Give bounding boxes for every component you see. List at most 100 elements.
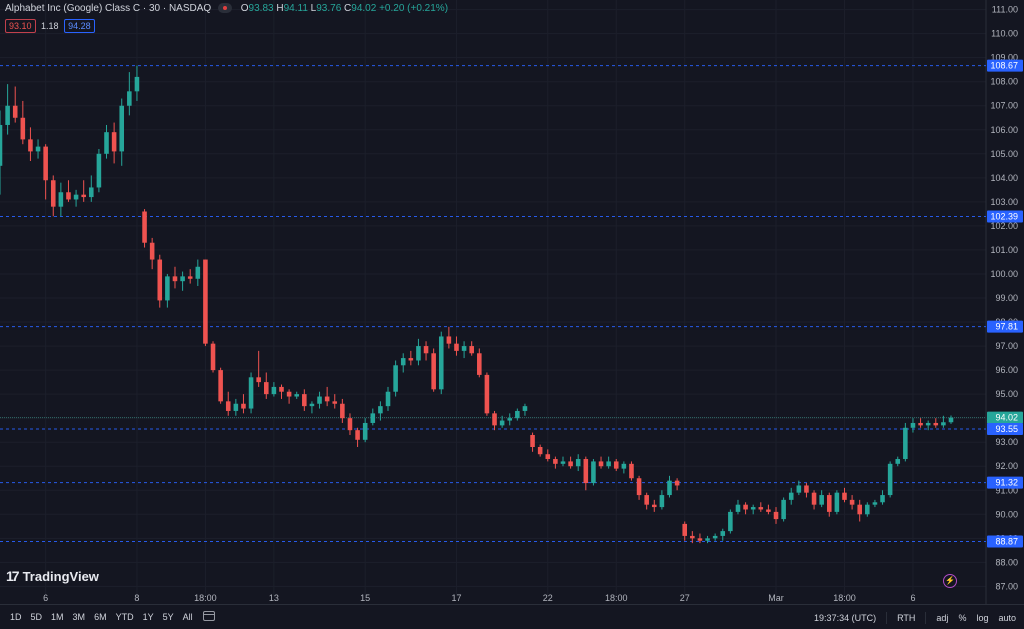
x-tick-label: 27 bbox=[680, 593, 690, 603]
low-value: 93.76 bbox=[316, 3, 342, 14]
ohlc-values: O93.83 H94.11 L93.76 C94.02 +0.20 (+0.21… bbox=[241, 3, 448, 14]
candle-body bbox=[20, 117, 26, 140]
visibility-toggle-icon[interactable] bbox=[217, 3, 232, 14]
x-tick-label: 6 bbox=[43, 593, 48, 603]
y-tick-label: 110.00 bbox=[991, 29, 1018, 39]
candle-body bbox=[294, 394, 299, 397]
candle-body bbox=[149, 242, 155, 260]
candle-body bbox=[28, 139, 33, 152]
calendar-icon[interactable] bbox=[203, 611, 215, 621]
candle-body bbox=[172, 276, 178, 282]
period-all[interactable]: All bbox=[182, 612, 193, 622]
y-tick-label: 108.00 bbox=[990, 77, 1018, 87]
candle-body bbox=[0, 124, 3, 166]
y-tick-label: 92.00 bbox=[995, 461, 1018, 471]
candle-body bbox=[438, 336, 444, 390]
period-1m[interactable]: 1M bbox=[51, 612, 64, 622]
auto-toggle[interactable]: auto bbox=[998, 613, 1016, 623]
candle-body bbox=[484, 374, 490, 414]
candle-body bbox=[674, 480, 680, 486]
tradingview-logo-text: TradingView bbox=[22, 568, 99, 584]
candle-body bbox=[553, 459, 558, 464]
candle-body bbox=[370, 413, 376, 423]
candle-body bbox=[362, 422, 368, 440]
candle-body bbox=[948, 417, 954, 423]
period-1d[interactable]: 1D bbox=[10, 612, 22, 622]
candle-body bbox=[378, 406, 383, 414]
candle-body bbox=[492, 413, 497, 426]
candle-body bbox=[743, 504, 748, 510]
candle-body bbox=[248, 377, 254, 409]
candle-body bbox=[766, 509, 771, 512]
period-3m[interactable]: 3M bbox=[72, 612, 86, 622]
candle-body bbox=[324, 396, 330, 402]
tradingview-logo[interactable]: 17 TradingView bbox=[6, 568, 99, 584]
candle-body bbox=[469, 346, 474, 354]
candle-body bbox=[606, 461, 611, 467]
candle-body bbox=[5, 105, 10, 125]
candle-body bbox=[454, 343, 459, 351]
session-rth[interactable]: RTH bbox=[897, 613, 916, 623]
y-tick-label: 99.00 bbox=[995, 293, 1018, 303]
candle-body bbox=[35, 146, 41, 152]
candle-body bbox=[659, 495, 665, 508]
y-tick-label: 109.00 bbox=[990, 53, 1018, 63]
candle-body bbox=[302, 394, 307, 407]
adj-toggle[interactable]: adj bbox=[936, 613, 949, 623]
price-level-label: 93.55 bbox=[995, 424, 1018, 434]
candle-body bbox=[652, 504, 657, 508]
candle-body bbox=[880, 495, 885, 503]
price-level-label-bg bbox=[987, 476, 1023, 489]
percent-toggle[interactable]: % bbox=[958, 613, 967, 623]
log-toggle[interactable]: log bbox=[976, 613, 989, 623]
lightning-icon[interactable]: ⚡ bbox=[943, 574, 957, 588]
candle-body bbox=[644, 495, 649, 505]
candle-body bbox=[12, 105, 18, 118]
price-level-label-bg bbox=[987, 411, 1023, 424]
candle-body bbox=[165, 276, 170, 301]
candle-body bbox=[682, 523, 688, 536]
x-tick-label: 8 bbox=[134, 593, 139, 603]
candle-body bbox=[903, 427, 908, 460]
candle-body bbox=[781, 499, 786, 520]
period-1y[interactable]: 1Y bbox=[142, 612, 154, 622]
candle-body bbox=[111, 132, 117, 152]
utc-clock[interactable]: 19:37:34 (UTC) bbox=[814, 613, 877, 623]
candle-body bbox=[712, 535, 718, 539]
period-5y[interactable]: 5Y bbox=[162, 612, 174, 622]
candle-body bbox=[66, 192, 71, 200]
price-level-label: 108.67 bbox=[990, 61, 1018, 71]
close-label: C bbox=[344, 3, 352, 14]
candle-body bbox=[788, 492, 794, 500]
period-ytd[interactable]: YTD bbox=[115, 612, 134, 622]
period-6m[interactable]: 6M bbox=[94, 612, 107, 622]
candle-body bbox=[210, 343, 216, 371]
price-level-label-bg bbox=[987, 535, 1023, 548]
candle-body bbox=[545, 454, 551, 460]
buy-price-button[interactable]: 94.28 bbox=[64, 19, 95, 33]
candle-body bbox=[826, 495, 832, 512]
candlestick-chart[interactable]: 87.0088.0089.0090.0091.0092.0093.0094.00… bbox=[0, 0, 1024, 604]
price-level-label: 91.32 bbox=[995, 478, 1018, 488]
candle-body bbox=[690, 535, 695, 539]
y-tick-label: 106.00 bbox=[990, 125, 1018, 135]
price-level-label-bg bbox=[987, 422, 1023, 435]
candle-body bbox=[241, 403, 246, 409]
price-level-label: 102.39 bbox=[990, 212, 1018, 222]
x-tick-label: 18:00 bbox=[833, 593, 856, 603]
price-level-label-bg bbox=[987, 210, 1023, 223]
chart-area[interactable]: 87.0088.0089.0090.0091.0092.0093.0094.00… bbox=[0, 0, 1024, 604]
bid-ask-row: 93.10 1.18 94.28 bbox=[5, 19, 95, 33]
candle-body bbox=[96, 153, 102, 188]
candle-body bbox=[933, 422, 939, 426]
candle-body bbox=[340, 403, 345, 419]
candle-body bbox=[918, 422, 923, 426]
candle-body bbox=[667, 480, 672, 496]
candle-body bbox=[385, 391, 391, 407]
candle-body bbox=[43, 146, 48, 181]
period-5d[interactable]: 5D bbox=[30, 612, 43, 622]
candle-body bbox=[910, 422, 916, 428]
sell-price-button[interactable]: 93.10 bbox=[5, 19, 36, 33]
candle-body bbox=[583, 459, 589, 484]
candle-body bbox=[636, 478, 642, 496]
